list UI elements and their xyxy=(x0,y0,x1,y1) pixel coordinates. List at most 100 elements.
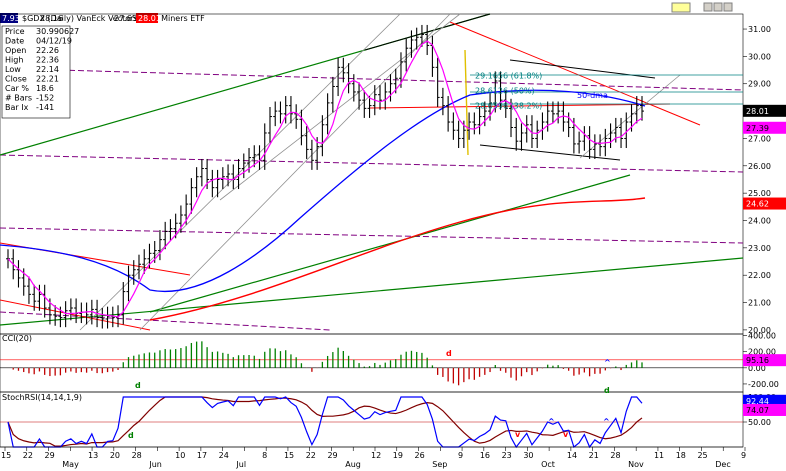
price-y-label: 26.00 xyxy=(748,162,771,171)
x-tick-label: Jul xyxy=(235,460,246,469)
info-label: Low xyxy=(5,65,21,74)
cci-annotation: d xyxy=(135,381,141,390)
x-tick-label: 25 xyxy=(697,451,707,460)
x-tick-label: 8 xyxy=(262,451,267,460)
price-annotation: 28.0596 (38.2%) xyxy=(475,102,542,111)
x-tick-label: Dec xyxy=(715,460,730,469)
x-tick-label: 26 xyxy=(415,451,425,460)
toolbar-button[interactable] xyxy=(671,2,691,13)
cci-y-label: 400.00 xyxy=(748,332,776,341)
x-tick-label: 17 xyxy=(197,451,207,460)
price-y-label: 27.00 xyxy=(748,134,771,143)
info-value: 22.26 xyxy=(36,46,59,55)
info-box: Price 30.990627 Date 04/12/19 Open 22.26 High 2… xyxy=(1,25,79,119)
red-channel-low xyxy=(0,299,151,331)
maximize-icon[interactable] xyxy=(713,2,723,12)
info-value: -141 xyxy=(36,103,54,112)
x-tick-label: 9 xyxy=(458,451,463,460)
x-tick-label: 10 xyxy=(175,451,185,460)
stoch-badge xyxy=(743,394,786,407)
stoch-badge-label: 74.07 xyxy=(746,406,769,415)
dashed-support-line xyxy=(0,154,744,173)
price-y-label: 31.00 xyxy=(748,25,771,34)
price-annotation: 28.6126 (50%) xyxy=(475,87,535,96)
quote-c: 28.01 xyxy=(138,14,161,23)
stoch-annotation: v xyxy=(563,430,569,439)
stochrsi-panel xyxy=(0,391,744,448)
minimize-icon[interactable] xyxy=(703,2,713,12)
info-value: 22.14 xyxy=(36,65,59,74)
close-icon[interactable] xyxy=(723,2,733,12)
cci-badge-label: 95.16 xyxy=(746,356,769,365)
axis-layer: 31.0030.0029.0028.0027.0026.0025.0024.00… xyxy=(0,25,786,469)
cci-annotation: d xyxy=(604,386,610,395)
header-strip xyxy=(0,0,786,24)
green-trend-low xyxy=(0,257,744,326)
price-panel xyxy=(0,13,744,335)
quote-prefix: 7.93 xyxy=(2,14,20,23)
symbol-title: $GDX (Daily) VanEck Vectors Gold Miners … xyxy=(22,14,205,23)
info-label: Car % xyxy=(5,84,29,93)
info-value: 04/12/19 xyxy=(36,37,72,46)
stoch-badge-label: 92.44 xyxy=(746,397,769,406)
info-value: 22.21 xyxy=(36,75,59,84)
price-y-label: 21.00 xyxy=(748,299,771,308)
x-tick-label: 29 xyxy=(45,451,55,460)
stoch-k-line xyxy=(7,396,643,449)
info-label: High xyxy=(5,56,23,65)
x-tick-label: Jun xyxy=(148,460,162,469)
cci-y-label: 200.00 xyxy=(748,348,776,357)
cci-title: CCI(20) xyxy=(2,334,32,343)
red-downtrend-low xyxy=(369,103,671,109)
info-value: 30.990627 xyxy=(36,27,79,36)
x-tick-label: 19 xyxy=(393,451,403,460)
x-tick-label: 18 xyxy=(676,451,686,460)
cci-annotation: ^ xyxy=(604,358,611,367)
x-tick-label: 11 xyxy=(654,451,664,460)
price-annotation: 29.1656 (61.8%) xyxy=(475,72,542,81)
price-y-label: 23.00 xyxy=(748,244,771,253)
ma-fast-line xyxy=(7,40,643,318)
price-y-label: 20.00 xyxy=(748,326,771,335)
x-tick-label: 28 xyxy=(132,451,142,460)
x-tick-label: 21 xyxy=(589,451,599,460)
price-badge-label: 27.39 xyxy=(746,124,769,133)
ma-slow-line xyxy=(0,89,646,292)
x-tick-label: 22 xyxy=(23,451,33,460)
info-label: Close xyxy=(5,75,27,84)
green-trend-mid xyxy=(149,174,631,313)
dashed-mid-line xyxy=(0,227,744,244)
info-label: Price xyxy=(5,27,25,36)
x-tick-label: Aug xyxy=(345,460,361,469)
x-tick-label: 12 xyxy=(371,451,381,460)
x-tick-label: 13 xyxy=(88,451,98,460)
ma-long-line xyxy=(149,197,646,321)
price-layer: 29.1656 (61.8%) 28.6126 (50%) 28.0596 (38.… xyxy=(0,13,744,331)
stoch-annotation: ^ xyxy=(548,417,555,426)
yellow-vertical xyxy=(464,49,469,156)
info-label: # Bars xyxy=(5,94,32,103)
x-tick-label: 15 xyxy=(1,451,11,460)
cci-annotation: d xyxy=(446,349,452,358)
stoch-signal-line xyxy=(7,396,643,447)
x-tick-label: 20 xyxy=(110,451,120,460)
quote-a: 28.16 xyxy=(40,14,63,23)
price-badge xyxy=(743,121,786,134)
black-wedge-low xyxy=(479,144,621,161)
price-y-label: 24.00 xyxy=(748,216,771,225)
x-tick-label: 9 xyxy=(741,451,746,460)
cci-layer: d d d ^ xyxy=(0,341,743,395)
x-tick-label: 28 xyxy=(610,451,620,460)
red-downtrend-line xyxy=(449,21,701,126)
stoch-layer: d v v ^ ^ xyxy=(0,396,743,449)
quote-c-box xyxy=(136,13,158,23)
price-badge xyxy=(743,197,786,210)
price-badge xyxy=(743,104,786,117)
price-badge-label: 28.01 xyxy=(746,107,769,116)
x-tick-label: 14 xyxy=(567,451,577,460)
x-tick-label: Nov xyxy=(628,460,644,469)
info-label: Bar Ix xyxy=(5,103,29,112)
cci-y-label: -200.00 xyxy=(748,380,779,389)
dashed-resistance-line xyxy=(59,69,744,91)
info-label: Date xyxy=(5,37,24,46)
